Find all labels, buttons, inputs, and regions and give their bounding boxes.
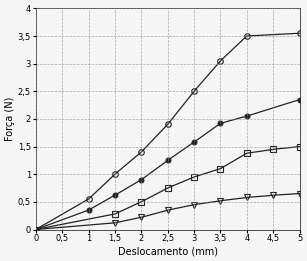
X-axis label: Deslocamento (mm): Deslocamento (mm) <box>118 246 218 256</box>
Y-axis label: Força (N): Força (N) <box>5 97 15 141</box>
